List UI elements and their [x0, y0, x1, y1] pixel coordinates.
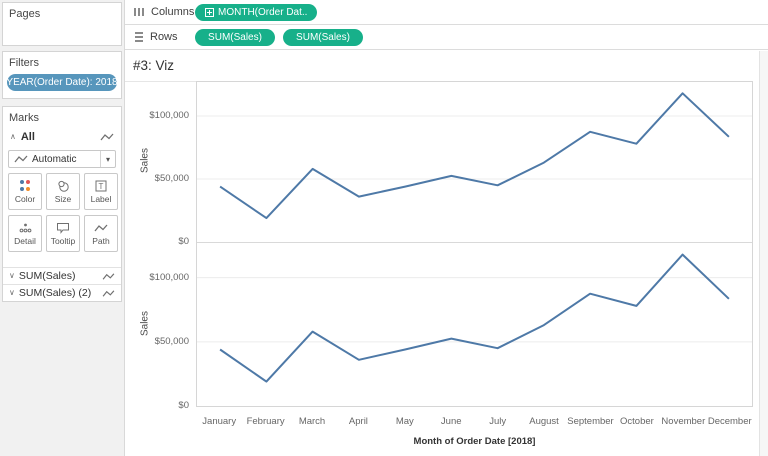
path-button[interactable]: Path [84, 215, 118, 252]
expand-chevron-icon[interactable]: ∨ [9, 271, 15, 280]
size-icon [57, 179, 70, 192]
sum-sales-2-label: SUM(Sales) (2) [18, 287, 92, 299]
path-icon [94, 221, 108, 234]
pages-card[interactable]: Pages [2, 2, 122, 46]
tooltip-icon [56, 221, 70, 234]
y-tick-label: $100,000 [149, 271, 189, 283]
tooltip-button[interactable]: Tooltip [46, 215, 80, 252]
x-tick-label: March [298, 416, 326, 427]
sum-sales-pill-1-label: SUM(Sales) [208, 31, 262, 43]
marks-card-sum-sales-2[interactable]: ∨ SUM(Sales) (2) [3, 284, 121, 301]
sum-sales-pill-2[interactable]: SUM(Sales) [283, 28, 363, 46]
size-button[interactable]: Size [46, 173, 80, 210]
columns-shelf[interactable]: Columns MONTH(Order Dat.. [125, 0, 768, 25]
sum-sales-label: SUM(Sales) [18, 270, 76, 282]
columns-shelf-label: Columns [151, 6, 195, 18]
left-sidebar: Pages Filters YEAR(Order Date): 2018 Mar… [0, 0, 125, 456]
sales-line-SUM(Sales)[interactable] [219, 92, 730, 220]
filters-card-title: Filters [9, 57, 39, 69]
x-tick-label: August [529, 416, 559, 427]
tooltip-button-label: Tooltip [50, 236, 76, 246]
chevron-down-icon[interactable]: ▾ [100, 151, 115, 167]
marks-all-header[interactable]: ∧ All [3, 129, 121, 145]
x-tick-label: September [567, 416, 614, 427]
color-button-label: Color [14, 194, 36, 204]
pages-card-title: Pages [9, 8, 41, 20]
marks-card-sum-sales[interactable]: ∨ SUM(Sales) [3, 267, 121, 284]
sheet-title[interactable]: #3: Viz [133, 58, 175, 73]
columns-shelf-icon [134, 7, 145, 17]
vertical-scrollbar[interactable] [759, 51, 768, 456]
mark-type-dropdown[interactable]: Automatic ▾ [8, 150, 116, 168]
label-button[interactable]: T Label [84, 173, 118, 210]
x-tick-label: December [707, 416, 752, 427]
line-chart-plot [196, 81, 753, 407]
y-tick-label: $0 [178, 236, 189, 247]
collapse-chevron-icon[interactable]: ∧ [10, 132, 16, 141]
y-tick-label: $50,000 [154, 173, 189, 184]
mark-type-dropdown-value: Automatic [32, 153, 77, 165]
y-tick-label: $50,000 [154, 335, 189, 347]
marks-card: Marks ∧ All Automatic ▾ [2, 106, 122, 302]
label-button-label: Label [90, 194, 112, 204]
sum-sales-pill-1[interactable]: SUM(Sales) [195, 28, 275, 46]
label-icon: T [95, 179, 107, 192]
filters-card[interactable]: Filters YEAR(Order Date): 2018 [2, 51, 122, 99]
y-tick-label: $100,000 [149, 110, 189, 122]
marks-measure-cards: ∨ SUM(Sales) ∨ SUM(Sales) (2) [3, 267, 121, 301]
x-axis-tick-labels: January February March April May June July Augu… [196, 416, 753, 427]
pane-divider [197, 242, 752, 243]
sales-line-SUM(Sales) (2)[interactable] [219, 253, 730, 383]
x-tick-label: October [620, 416, 654, 427]
rows-shelf-icon [134, 31, 144, 43]
detail-button[interactable]: Detail [8, 215, 42, 252]
marks-card-title: Marks [9, 112, 39, 124]
line-mark-type-icon [14, 154, 28, 164]
x-tick-label: November [661, 416, 706, 427]
x-tick-label: February [246, 416, 285, 427]
x-tick-label: May [395, 416, 414, 427]
viz-canvas: #3: Viz Sales Sales January February March… [125, 50, 759, 456]
line-chart-pane-top[interactable] [197, 82, 752, 242]
size-button-label: Size [54, 194, 72, 204]
marks-all-label: All [20, 131, 35, 143]
line-mark-type-icon [102, 272, 115, 281]
filter-pill-year-order-date[interactable]: YEAR(Order Date): 2018 [6, 74, 118, 91]
color-button[interactable]: Color [8, 173, 42, 210]
color-icon [19, 179, 31, 192]
detail-icon [19, 221, 32, 234]
columns-pill-zone: MONTH(Order Dat.. [195, 0, 318, 24]
rows-pill-zone: SUM(Sales) SUM(Sales) [195, 25, 363, 49]
y-tick-label: $0 [178, 400, 189, 411]
path-button-label: Path [92, 236, 110, 246]
expand-plus-icon[interactable] [205, 7, 214, 17]
x-tick-label: April [348, 416, 368, 427]
line-mark-type-icon [102, 289, 115, 298]
marks-button-grid: Color Size T Label [8, 173, 121, 252]
rows-shelf[interactable]: Rows SUM(Sales) SUM(Sales) [125, 25, 768, 50]
month-pill-label: MONTH(Order Dat.. [218, 6, 308, 18]
x-tick-label: January [202, 416, 237, 427]
month-order-date-pill[interactable]: MONTH(Order Dat.. [195, 3, 318, 21]
expand-chevron-icon[interactable]: ∨ [9, 288, 15, 297]
main-area: Columns MONTH(Order Dat.. Rows SUM(Sales… [125, 0, 768, 456]
line-chart-pane-bottom[interactable] [197, 243, 752, 406]
line-mark-type-icon [100, 132, 114, 142]
x-tick-label: June [440, 416, 462, 427]
svg-text:T: T [99, 182, 104, 191]
x-tick-label: July [489, 416, 507, 427]
x-axis-title: Month of Order Date [2018] [413, 436, 536, 447]
detail-button-label: Detail [14, 236, 36, 246]
sum-sales-pill-2-label: SUM(Sales) [296, 31, 350, 43]
rows-shelf-label: Rows [150, 31, 178, 43]
